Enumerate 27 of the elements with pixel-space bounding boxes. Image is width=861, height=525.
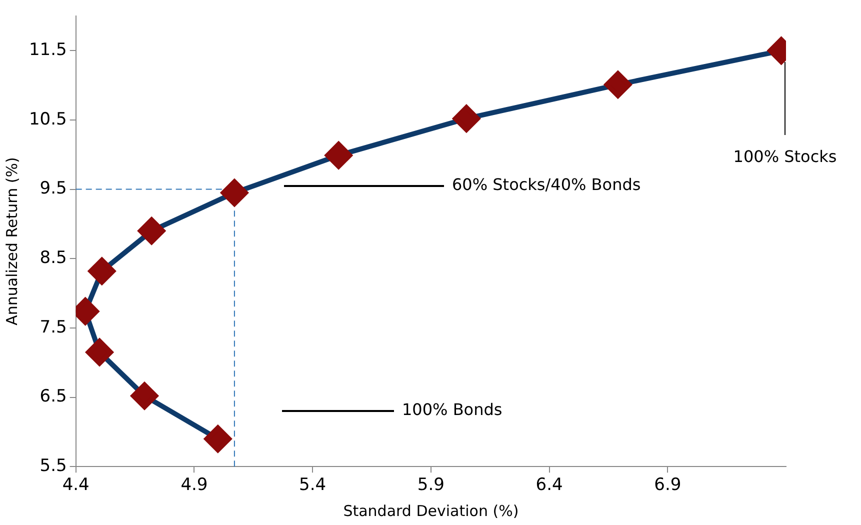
x-tick-label: 4.4: [62, 475, 90, 496]
point: [604, 71, 632, 98]
point: [86, 338, 114, 366]
point: [204, 425, 232, 452]
point: [325, 142, 352, 169]
x-tick-label: 5.9: [417, 475, 444, 496]
x-tick-label: 6.9: [654, 475, 682, 496]
point: [138, 217, 166, 244]
annotation: 100% Bonds: [402, 400, 502, 420]
point: [220, 179, 248, 206]
point: [131, 382, 158, 410]
x-tick-label: 5.4: [299, 475, 326, 496]
y-tick-label: 10.5: [28, 109, 67, 130]
y-tick-label: 11.5: [28, 40, 67, 60]
annotation: 60% Stocks/40% Bonds: [452, 175, 641, 194]
y-tick-label: 5.5: [40, 456, 67, 476]
x-tick-label: 4.9: [180, 475, 208, 496]
point: [452, 105, 480, 132]
y-tick-label: 7.5: [40, 317, 67, 338]
annotation: 100% Stocks: [733, 147, 837, 166]
point: [88, 258, 116, 285]
x-tick-label: 6.4: [536, 475, 563, 496]
y-tick-label: 6.5: [40, 386, 67, 407]
x-axis-title: Standard Deviation (%): [343, 502, 519, 520]
y-axis-title: Annualized Return (%): [2, 157, 21, 326]
y-tick-label: 8.5: [40, 248, 67, 268]
y-tick-label: 9.5: [40, 178, 67, 199]
